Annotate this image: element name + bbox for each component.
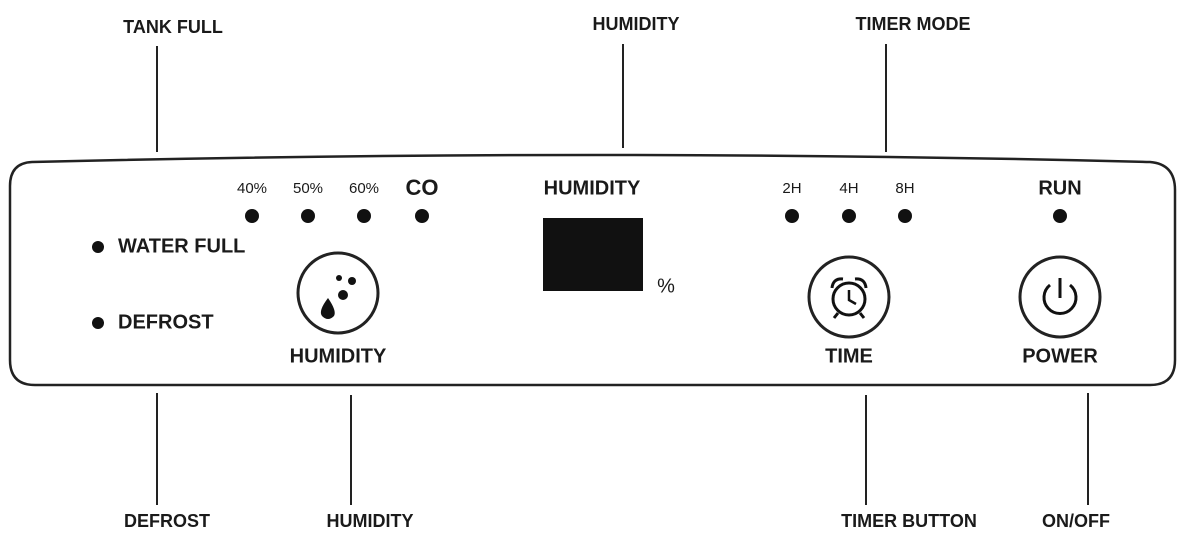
led [92, 317, 104, 329]
clock-icon [858, 312, 866, 319]
power-button[interactable] [1018, 255, 1102, 339]
clock-icon [854, 277, 868, 289]
clock-icon [847, 290, 857, 306]
button-label: HUMIDITY [290, 345, 387, 367]
callout: HUMIDITY [593, 14, 680, 34]
callout: TIMER BUTTON [841, 511, 977, 531]
led [357, 209, 371, 223]
run-label: RUN [1038, 177, 1081, 199]
callout: TANK FULL [123, 17, 223, 37]
level-label: 60% [349, 180, 379, 197]
drop-icon [338, 290, 348, 300]
indicator-label: WATER FULL [118, 235, 245, 257]
callout: ON/OFF [1042, 511, 1110, 531]
led [92, 241, 104, 253]
led [785, 209, 799, 223]
timer-label: 8H [895, 180, 914, 197]
callout: TIMER MODE [856, 14, 971, 34]
button-label: POWER [1022, 345, 1098, 367]
panel-outline [8, 153, 1177, 387]
led [898, 209, 912, 223]
led [842, 209, 856, 223]
drop-icon [320, 298, 335, 319]
led [245, 209, 259, 223]
callout: DEFROST [124, 511, 210, 531]
drop-icon [348, 277, 356, 285]
led [415, 209, 429, 223]
led [1053, 209, 1067, 223]
display-unit: % [657, 275, 675, 297]
led [301, 209, 315, 223]
clock-icon [832, 312, 840, 319]
drop-icon [336, 275, 342, 281]
button-label: TIME [825, 345, 873, 367]
humidity-button[interactable] [296, 251, 380, 335]
display [543, 218, 643, 291]
display-label: HUMIDITY [544, 177, 641, 199]
level-label: 40% [237, 180, 267, 197]
clock-icon [830, 277, 844, 289]
time-button[interactable] [807, 255, 891, 339]
timer-label: 4H [839, 180, 858, 197]
timer-label: 2H [782, 180, 801, 197]
level-label: CO [406, 175, 439, 200]
indicator-label: DEFROST [118, 311, 214, 333]
clock-icon [831, 281, 867, 317]
callout: HUMIDITY [327, 511, 414, 531]
power-icon [1042, 283, 1078, 315]
button-ring [296, 251, 380, 335]
level-label: 50% [293, 180, 323, 197]
